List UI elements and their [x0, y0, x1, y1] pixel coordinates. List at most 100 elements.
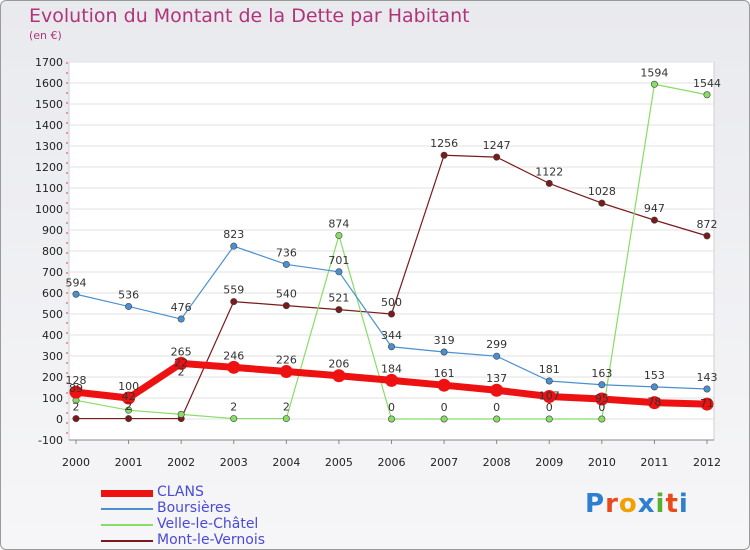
y-tick-label: -100 — [38, 434, 63, 447]
data-point — [177, 315, 185, 323]
data-point — [122, 391, 136, 405]
y-tick-label: 600 — [42, 287, 63, 300]
y-tick-label: 800 — [42, 245, 63, 258]
data-label: 1122 — [535, 165, 563, 178]
data-point — [387, 415, 395, 423]
data-label: 163 — [591, 367, 612, 380]
x-tick-label: 2001 — [115, 456, 143, 469]
data-label: 0 — [598, 401, 605, 414]
data-label: 1544 — [693, 77, 721, 90]
data-point — [440, 348, 448, 356]
data-label: 2 — [73, 401, 80, 414]
y-tick-label: 1100 — [35, 182, 63, 195]
y-tick-label: 300 — [42, 350, 63, 363]
data-point — [387, 310, 395, 318]
data-point — [647, 396, 661, 410]
data-point — [545, 377, 553, 385]
data-label: 872 — [697, 218, 718, 231]
data-point — [542, 390, 556, 404]
data-point — [650, 80, 658, 88]
data-label: 2 — [283, 401, 290, 414]
x-tick-label: 2006 — [378, 456, 406, 469]
data-point — [703, 232, 711, 240]
data-point — [69, 385, 83, 399]
data-label: 701 — [328, 254, 349, 267]
legend-item: CLANS — [101, 484, 361, 501]
data-label: 246 — [223, 349, 244, 362]
legend-item: Boursières — [101, 500, 361, 517]
data-label: 1594 — [640, 66, 668, 79]
x-tick-label: 2004 — [272, 456, 300, 469]
data-point — [335, 231, 343, 239]
data-label: 226 — [276, 354, 297, 367]
legend-swatch — [101, 540, 153, 542]
data-label: 143 — [697, 371, 718, 384]
data-label: 100 — [118, 380, 139, 393]
y-tick-label: 0 — [56, 413, 63, 426]
y-tick-label: 500 — [42, 308, 63, 321]
data-label: 153 — [644, 369, 665, 382]
x-tick-label: 2007 — [430, 456, 458, 469]
data-point — [598, 415, 606, 423]
y-tick-label: 700 — [42, 266, 63, 279]
data-point — [493, 352, 501, 360]
data-point — [72, 415, 80, 423]
data-point — [282, 302, 290, 310]
x-tick-label: 2008 — [483, 456, 511, 469]
y-tick-label: 900 — [42, 224, 63, 237]
overlap-data-label: 22 — [174, 356, 188, 369]
data-label: 1256 — [430, 137, 458, 150]
data-label: 0 — [493, 401, 500, 414]
data-point — [230, 415, 238, 423]
data-point — [437, 378, 451, 392]
overlap-data-label: 2 — [178, 365, 185, 378]
logo-letter: t — [665, 489, 679, 519]
data-point — [700, 397, 714, 411]
data-label: 536 — [118, 288, 139, 301]
data-point — [177, 410, 185, 418]
x-tick-label: 2010 — [588, 456, 616, 469]
data-point — [227, 360, 241, 374]
data-point — [703, 91, 711, 99]
x-tick-label: 2002 — [167, 456, 195, 469]
data-point — [387, 343, 395, 351]
data-point — [440, 151, 448, 159]
data-label: 540 — [276, 288, 297, 301]
data-label: 874 — [328, 217, 349, 230]
overlap-data-label: 95 — [595, 392, 609, 405]
y-tick-label: 200 — [42, 371, 63, 384]
data-point — [595, 392, 609, 406]
data-point — [335, 268, 343, 276]
data-point — [598, 199, 606, 207]
data-label: 0 — [388, 401, 395, 414]
overlap-data-label: 107 — [539, 390, 560, 403]
data-label: 161 — [434, 367, 455, 380]
legend-swatch — [101, 489, 153, 497]
data-point — [385, 373, 398, 387]
logo-letter: i — [655, 489, 666, 519]
data-point — [650, 383, 658, 391]
data-point — [493, 153, 501, 161]
overlap-data-label: 89 — [69, 382, 83, 395]
legend-swatch — [101, 524, 153, 526]
data-point — [125, 406, 133, 414]
data-point — [598, 381, 606, 389]
data-point — [440, 415, 448, 423]
data-label: 947 — [644, 202, 665, 215]
data-point — [230, 242, 238, 250]
data-label: 1028 — [588, 185, 616, 198]
data-point — [545, 179, 553, 187]
data-label: 137 — [486, 372, 507, 385]
y-tick-label: 1400 — [35, 119, 63, 132]
data-label: 2 — [230, 401, 237, 414]
data-point — [332, 369, 346, 383]
y-tick-label: 400 — [42, 329, 63, 342]
data-label: 265 — [171, 345, 192, 358]
logo-letter: i — [678, 489, 689, 519]
legend-label: CLANS — [157, 484, 204, 500]
y-tick-label: 1700 — [35, 56, 63, 69]
x-tick-label: 2012 — [693, 456, 721, 469]
data-label: 559 — [223, 284, 244, 297]
y-tick-label: 100 — [42, 392, 63, 405]
